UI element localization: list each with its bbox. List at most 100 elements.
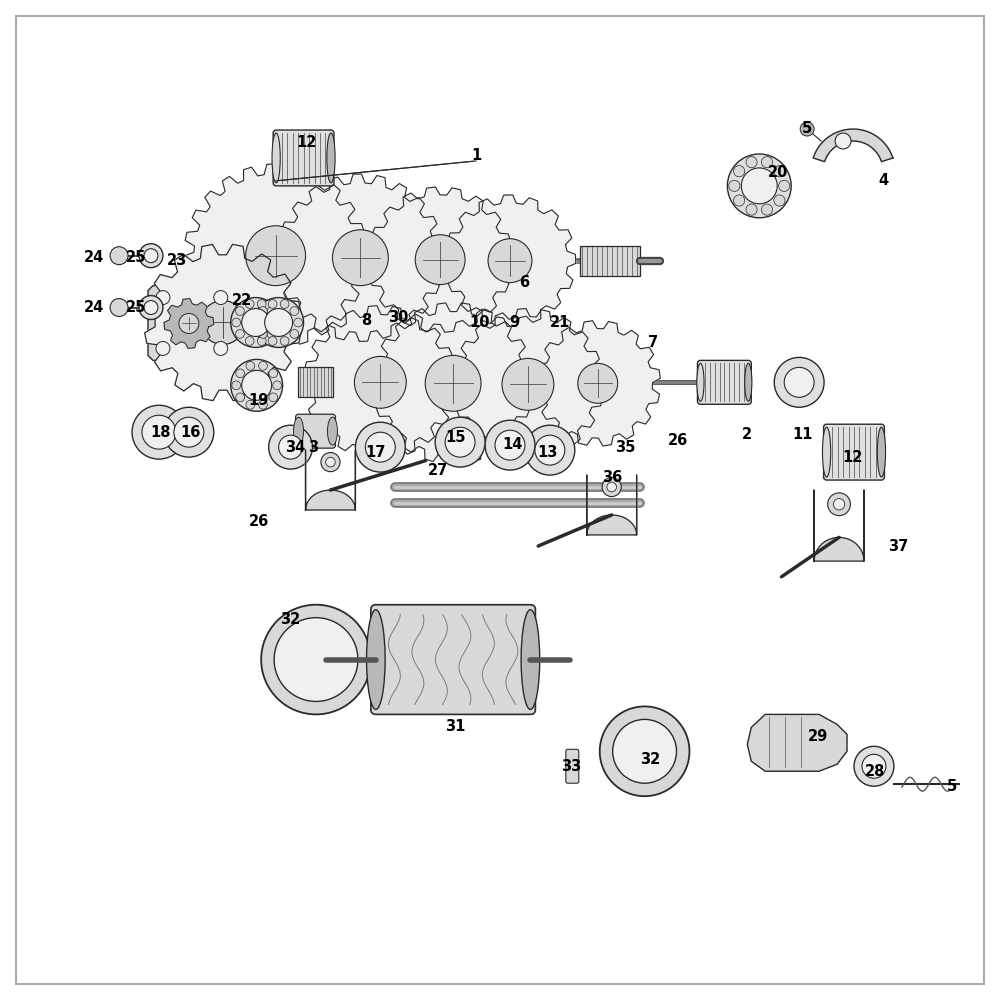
Circle shape xyxy=(246,400,255,409)
Circle shape xyxy=(578,363,618,403)
FancyBboxPatch shape xyxy=(371,605,535,714)
Text: 26: 26 xyxy=(249,514,269,529)
Text: 3: 3 xyxy=(308,440,319,455)
Text: 19: 19 xyxy=(248,393,269,408)
Circle shape xyxy=(232,318,241,327)
Text: 21: 21 xyxy=(550,315,570,330)
Circle shape xyxy=(156,341,170,355)
Circle shape xyxy=(110,299,128,317)
Circle shape xyxy=(280,337,289,345)
Circle shape xyxy=(607,482,616,492)
Circle shape xyxy=(258,307,267,315)
Ellipse shape xyxy=(822,427,831,477)
Text: 31: 31 xyxy=(445,719,465,734)
Circle shape xyxy=(231,359,283,411)
Circle shape xyxy=(280,300,289,308)
Circle shape xyxy=(267,330,276,338)
Circle shape xyxy=(245,300,254,308)
Text: 10: 10 xyxy=(470,315,490,330)
Circle shape xyxy=(273,381,282,390)
Circle shape xyxy=(502,358,554,410)
Text: 20: 20 xyxy=(768,165,788,180)
Circle shape xyxy=(828,493,850,516)
Text: 28: 28 xyxy=(865,764,885,779)
Circle shape xyxy=(246,361,255,370)
Circle shape xyxy=(774,195,785,206)
FancyBboxPatch shape xyxy=(566,749,579,783)
Circle shape xyxy=(600,706,689,796)
Text: 24: 24 xyxy=(84,300,104,315)
Text: 30: 30 xyxy=(388,310,408,325)
Text: 36: 36 xyxy=(603,470,623,485)
Circle shape xyxy=(110,247,128,265)
Text: 25: 25 xyxy=(126,250,146,265)
FancyBboxPatch shape xyxy=(697,360,751,404)
Circle shape xyxy=(201,301,245,344)
Ellipse shape xyxy=(294,417,304,445)
Text: 5: 5 xyxy=(802,121,812,136)
Circle shape xyxy=(242,370,272,400)
Text: 25: 25 xyxy=(126,300,146,315)
Circle shape xyxy=(144,249,158,263)
Circle shape xyxy=(862,754,886,778)
FancyBboxPatch shape xyxy=(298,367,333,397)
Text: 27: 27 xyxy=(428,463,448,478)
Polygon shape xyxy=(148,286,236,360)
Circle shape xyxy=(174,417,204,447)
Polygon shape xyxy=(587,475,637,535)
Circle shape xyxy=(254,298,304,347)
Ellipse shape xyxy=(272,133,280,183)
Circle shape xyxy=(242,309,270,336)
Circle shape xyxy=(321,453,340,472)
Circle shape xyxy=(734,166,745,177)
Circle shape xyxy=(164,407,214,457)
Circle shape xyxy=(269,425,313,469)
Text: 1: 1 xyxy=(471,148,481,163)
Text: 2: 2 xyxy=(742,427,752,442)
Polygon shape xyxy=(535,321,660,446)
Circle shape xyxy=(727,154,791,218)
Text: 18: 18 xyxy=(151,425,171,440)
Circle shape xyxy=(257,300,266,308)
Circle shape xyxy=(139,296,163,320)
Circle shape xyxy=(255,318,264,327)
Circle shape xyxy=(267,307,276,315)
Circle shape xyxy=(144,301,158,315)
Circle shape xyxy=(535,435,565,465)
Text: 35: 35 xyxy=(615,440,636,455)
Circle shape xyxy=(854,746,894,786)
Polygon shape xyxy=(367,187,513,332)
FancyBboxPatch shape xyxy=(824,424,884,480)
Text: 22: 22 xyxy=(232,293,252,308)
Text: 9: 9 xyxy=(509,315,519,330)
Polygon shape xyxy=(444,195,576,326)
Circle shape xyxy=(274,618,358,701)
Text: 4: 4 xyxy=(879,173,889,188)
Polygon shape xyxy=(184,164,367,347)
Circle shape xyxy=(741,168,777,204)
Circle shape xyxy=(784,367,814,397)
Text: 13: 13 xyxy=(538,445,558,460)
Circle shape xyxy=(332,230,388,286)
Text: 32: 32 xyxy=(280,612,301,627)
Circle shape xyxy=(214,291,228,305)
Ellipse shape xyxy=(521,610,540,709)
Circle shape xyxy=(265,309,293,336)
Circle shape xyxy=(231,298,281,347)
Circle shape xyxy=(268,337,277,345)
Circle shape xyxy=(835,133,851,149)
Circle shape xyxy=(261,605,371,714)
Circle shape xyxy=(236,330,244,338)
Text: 12: 12 xyxy=(842,450,862,465)
Text: 5: 5 xyxy=(947,779,957,794)
Text: 11: 11 xyxy=(792,427,812,442)
Circle shape xyxy=(268,300,277,308)
Circle shape xyxy=(774,357,824,407)
Circle shape xyxy=(236,369,245,378)
Circle shape xyxy=(525,425,575,475)
Circle shape xyxy=(269,393,278,402)
Circle shape xyxy=(602,477,621,497)
Circle shape xyxy=(246,226,306,286)
Circle shape xyxy=(279,435,303,459)
Circle shape xyxy=(761,157,773,168)
